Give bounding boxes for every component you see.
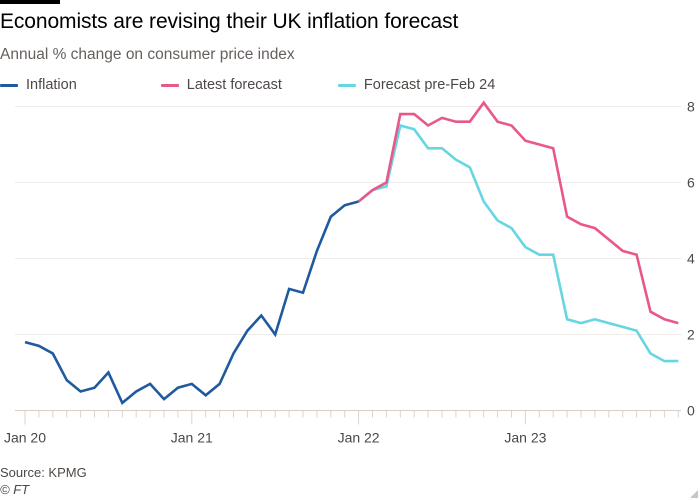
legend-item-latest-forecast: Latest forecast (160, 77, 282, 93)
gridlines (15, 106, 681, 411)
x-tick-label: Jan 20 (4, 430, 46, 446)
series-line-latest-forecast (357, 100, 679, 325)
y-tick-label: 2 (687, 327, 695, 343)
legend-swatch-inflation (0, 83, 18, 87)
series-lines (24, 100, 679, 405)
copyright-note: © FT (0, 482, 30, 497)
legend-swatch-forecast-pre-feb (337, 83, 356, 87)
chart-subtitle: Annual % change on consumer price index (0, 46, 295, 63)
legend-swatch-latest-forecast (160, 83, 179, 87)
legend-label-latest-forecast: Latest forecast (186, 77, 282, 93)
y-tick-label: 6 (687, 175, 695, 191)
x-tick-label: Jan 21 (171, 430, 213, 446)
y-tick-label: 4 (687, 251, 695, 267)
legend-label-forecast-pre-feb: Forecast pre-Feb 24 (363, 77, 496, 93)
legend: Inflation Latest forecast Forecast pre-F… (0, 77, 531, 93)
y-tick-label: 0 (687, 403, 695, 419)
x-tick-label: Jan 22 (338, 430, 380, 446)
y-axis: 0 2 4 6 8 (687, 99, 695, 419)
chart-title: Economists are revising their UK inflati… (0, 10, 459, 33)
y-tick-label: 8 (687, 99, 695, 115)
legend-item-forecast-pre-feb: Forecast pre-Feb 24 (337, 77, 496, 93)
series-line-forecast-pre-feb-24 (357, 123, 679, 363)
series-line-inflation (24, 200, 359, 405)
x-tick-label: Jan 23 (504, 430, 546, 446)
legend-item-inflation: Inflation (0, 77, 77, 93)
x-axis: Jan 20 Jan 21 Jan 22 Jan 23 (4, 410, 679, 446)
legend-label-inflation: Inflation (26, 77, 77, 93)
brand-bar (0, 0, 60, 4)
resize-handle-icon (690, 490, 698, 498)
source-note: Source: KPMG (0, 465, 87, 480)
